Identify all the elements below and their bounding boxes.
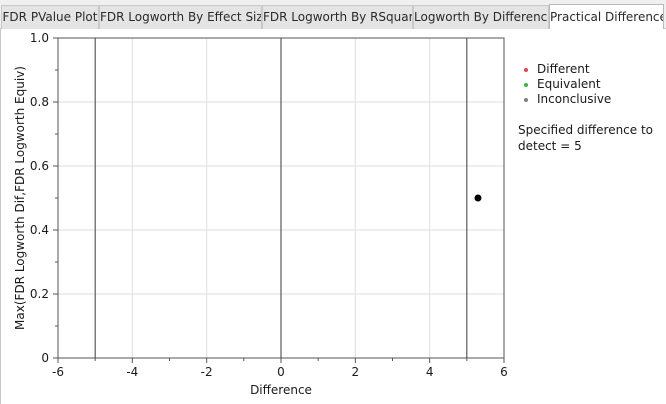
y-tick-label: 0.2 bbox=[30, 287, 49, 301]
legend-marker bbox=[524, 97, 528, 102]
reference-lines-layer bbox=[94, 38, 468, 358]
y-tick-label: 0.6 bbox=[30, 159, 49, 173]
y-axis-label: Max(FDR Logworth Dif,FDR Logworth Equiv) bbox=[13, 66, 27, 330]
x-tick-label: 2 bbox=[352, 365, 360, 379]
legend-marker bbox=[524, 82, 528, 87]
x-tick-label: 0 bbox=[277, 365, 285, 379]
data-point bbox=[474, 194, 482, 202]
specified-difference-note: Specified difference to detect = 5 bbox=[518, 123, 654, 153]
x-tick-label: 4 bbox=[426, 365, 434, 379]
x-tick-label: -6 bbox=[52, 365, 64, 379]
tab-logworth-by-difference[interactable]: Logworth By Difference bbox=[413, 5, 549, 29]
y-tick-label: 0.4 bbox=[30, 223, 49, 237]
legend-marker bbox=[524, 67, 528, 72]
legend-label: Equivalent bbox=[537, 77, 601, 91]
legend-label: Different bbox=[537, 62, 590, 76]
legend: Different Equivalent Inconclusive bbox=[520, 62, 611, 107]
legend-item-equivalent[interactable]: Equivalent bbox=[520, 77, 611, 92]
tab-bar: FDR PValue Plot FDR Logworth By Effect S… bbox=[0, 0, 666, 30]
y-tick-label: 0.8 bbox=[30, 95, 49, 109]
x-tick-label: 6 bbox=[500, 365, 508, 379]
x-tick-label: -4 bbox=[126, 365, 138, 379]
axis-layer: -6 -4 -2 0 2 4 6 0 0.2 0.4 0.6 0.8 1.0 bbox=[30, 31, 508, 379]
tab-practical-difference[interactable]: Practical Difference bbox=[549, 4, 664, 30]
tab-fdr-logworth-by-rsquare[interactable]: FDR Logworth By RSquare bbox=[262, 5, 413, 29]
practical-difference-panel bbox=[0, 29, 666, 404]
tab-fdr-logworth-by-effect-size[interactable]: FDR Logworth By Effect Size bbox=[99, 5, 262, 29]
x-axis-label: Difference bbox=[250, 383, 312, 397]
legend-item-inconclusive[interactable]: Inconclusive bbox=[520, 92, 611, 107]
y-tick-label: 1.0 bbox=[30, 31, 49, 45]
y-tick-label: 0 bbox=[41, 351, 49, 365]
legend-label: Inconclusive bbox=[537, 92, 612, 106]
x-tick-label: -2 bbox=[201, 365, 213, 379]
tab-fdr-pvalue-plot[interactable]: FDR PValue Plot bbox=[1, 5, 99, 29]
point-layer bbox=[474, 194, 482, 202]
legend-item-different[interactable]: Different bbox=[520, 62, 611, 77]
